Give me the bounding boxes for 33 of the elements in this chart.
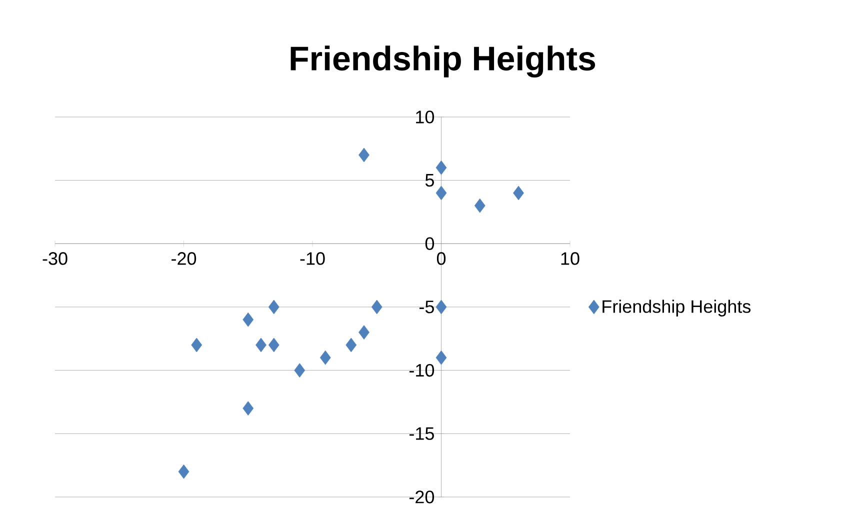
point xyxy=(474,198,486,213)
y-tick-label: -10 xyxy=(410,364,434,377)
point xyxy=(268,338,280,352)
point xyxy=(320,350,331,365)
y-tick-label: 0 xyxy=(425,237,434,250)
y-tick-label: 10 xyxy=(416,110,434,124)
x-tick-label: -30 xyxy=(42,252,68,265)
point xyxy=(513,186,524,200)
y-tick-label: -15 xyxy=(410,427,434,440)
point xyxy=(294,363,306,378)
x-tick-label: 10 xyxy=(561,252,580,265)
point xyxy=(242,401,254,416)
point xyxy=(242,312,254,327)
legend-label: Friendship Heights xyxy=(602,300,751,316)
point xyxy=(358,325,370,340)
y-tick-label: 5 xyxy=(425,174,434,187)
chart-title: Friendship Heights xyxy=(290,46,596,78)
x-tick-label: 0 xyxy=(436,252,446,265)
y-tick-label: -20 xyxy=(410,490,434,504)
point xyxy=(436,186,447,200)
point xyxy=(436,300,447,314)
point xyxy=(358,148,370,162)
point xyxy=(191,338,202,352)
y-tick-label: -5 xyxy=(420,300,434,314)
x-tick-label: -10 xyxy=(300,252,325,265)
point xyxy=(436,350,447,365)
point xyxy=(268,300,280,314)
x-tick-label: -20 xyxy=(172,252,196,265)
point xyxy=(371,300,382,314)
point xyxy=(346,338,357,352)
point xyxy=(256,338,266,352)
point xyxy=(178,464,190,479)
point xyxy=(436,160,447,175)
